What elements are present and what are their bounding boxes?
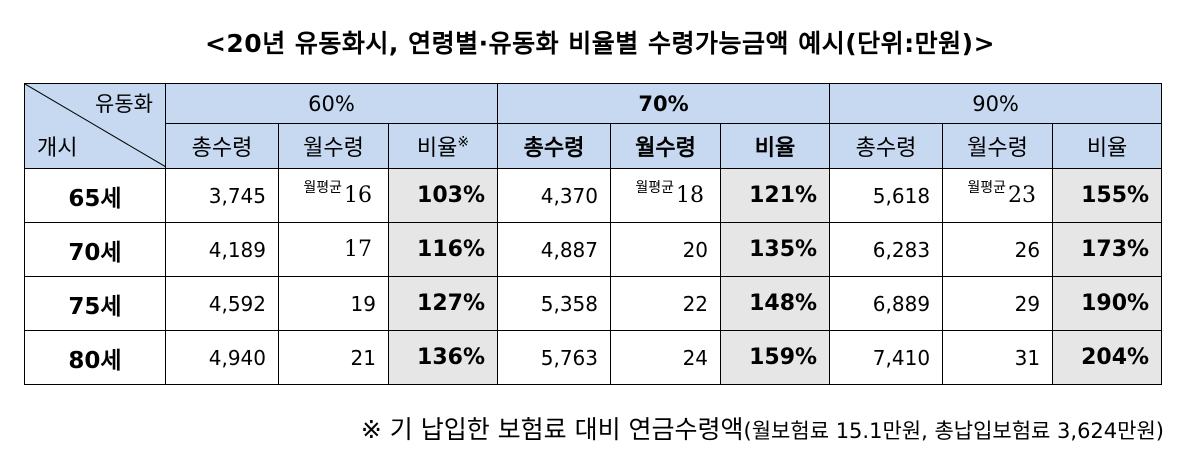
total-cell: 5,618 xyxy=(829,168,944,223)
col-header-monthly: 월수령 xyxy=(942,123,1054,169)
col-header-total: 총수령 xyxy=(497,123,612,169)
col-header-ratio-label: 비율 xyxy=(416,136,458,161)
monthly-cell: 29 xyxy=(942,276,1054,331)
ratio-cell: 204% xyxy=(1052,330,1163,385)
monthly-cell: 31 xyxy=(942,330,1054,385)
total-cell: 7,410 xyxy=(829,330,944,385)
monthly-cell: 17 xyxy=(278,222,389,277)
page-title: <20년 유동화시, 연령별·유동화 비율별 수령가능금액 예시(단위:만원)> xyxy=(204,29,996,58)
col-header-total: 총수령 xyxy=(165,123,279,169)
col-header-total: 총수령 xyxy=(829,123,944,169)
col-header-monthly: 월수령 xyxy=(278,123,389,169)
monthly-average-note: 월평균 xyxy=(635,180,675,196)
group-header-90: 90% xyxy=(829,83,1163,124)
monthly-cell: 19 xyxy=(278,276,389,331)
monthly-cell: 26 xyxy=(942,222,1054,277)
col-header-ratio: 비율※ xyxy=(387,123,499,169)
total-cell: 6,889 xyxy=(829,276,944,331)
monthly-cell: 22 xyxy=(610,276,722,331)
group-header-70: 70% xyxy=(497,83,831,124)
total-cell: 5,358 xyxy=(497,276,612,331)
ratio-cell: 148% xyxy=(720,276,831,331)
total-cell: 4,887 xyxy=(497,222,612,277)
table-row: 70세 4,189 17 116% 4,887 20 135% 6,283 26… xyxy=(24,222,1163,277)
ratio-cell: 116% xyxy=(387,222,499,277)
col-header-monthly: 월수령 xyxy=(610,123,722,169)
age-cell: 75세 xyxy=(24,276,166,331)
ratio-cell: 127% xyxy=(387,276,499,331)
diagonal-divider xyxy=(25,84,166,167)
corner-header-cell: 유동화 개시 xyxy=(24,83,166,169)
monthly-cell: 월평균18 xyxy=(610,168,722,223)
monthly-average-note: 월평균 xyxy=(303,180,342,196)
total-cell: 4,189 xyxy=(165,222,279,277)
total-cell: 3,745 xyxy=(165,168,279,223)
age-cell: 80세 xyxy=(24,330,166,385)
age-cell: 70세 xyxy=(24,222,166,277)
table-row: 65세 3,745 월평균16 103% 4,370 월평균18 121% 5,… xyxy=(24,168,1163,223)
ratio-cell: 173% xyxy=(1052,222,1163,277)
table-row: 80세 4,940 21 136% 5,763 24 159% 7,410 31… xyxy=(24,330,1163,385)
total-cell: 4,370 xyxy=(497,168,612,223)
total-cell: 6,283 xyxy=(829,222,944,277)
ratio-cell: 155% xyxy=(1052,168,1163,223)
total-cell: 4,592 xyxy=(165,276,279,331)
footnote-detail: (월보험료 15.1만원, 총납입보험료 3,624만원) xyxy=(743,419,1164,443)
monthly-cell: 24 xyxy=(610,330,722,385)
monthly-value: 18 xyxy=(676,183,705,208)
corner-label-bottom: 개시 xyxy=(37,136,78,161)
ratio-cell: 121% xyxy=(720,168,831,223)
monthly-value: 17 xyxy=(344,237,372,262)
group-header-60: 60% xyxy=(164,83,499,124)
corner-label-top: 유동화 xyxy=(95,92,153,116)
ratio-cell: 136% xyxy=(387,330,499,385)
monthly-average-note: 월평균 xyxy=(967,180,1007,196)
footnote: ※ 기 납입한 보험료 대비 연금수령액(월보험료 15.1만원, 총납입보험료… xyxy=(361,410,1164,446)
total-cell: 4,940 xyxy=(165,330,279,385)
col-header-ratio: 비율 xyxy=(1052,123,1163,169)
monthly-cell: 20 xyxy=(610,222,722,277)
monthly-cell: 월평균16 xyxy=(278,168,389,223)
monthly-value: 16 xyxy=(344,183,372,208)
payout-table: 유동화 개시 60% 70% 90% 총수령 월수령 비율※ 총수령 월수령 비… xyxy=(24,83,1163,385)
monthly-cell: 21 xyxy=(278,330,389,385)
monthly-value: 23 xyxy=(1008,183,1037,208)
ratio-cell: 159% xyxy=(720,330,831,385)
ratio-cell: 190% xyxy=(1052,276,1163,331)
ratio-footnote-mark: ※ xyxy=(457,134,470,151)
ratio-cell: 135% xyxy=(720,222,831,277)
monthly-cell: 월평균23 xyxy=(942,168,1054,223)
age-cell: 65세 xyxy=(24,168,166,223)
col-header-ratio: 비율 xyxy=(720,123,831,169)
table-row: 75세 4,592 19 127% 5,358 22 148% 6,889 29… xyxy=(24,276,1163,331)
footnote-main: ※ 기 납입한 보험료 대비 연금수령액 xyxy=(360,415,744,444)
ratio-cell: 103% xyxy=(387,168,499,223)
total-cell: 5,763 xyxy=(497,330,612,385)
